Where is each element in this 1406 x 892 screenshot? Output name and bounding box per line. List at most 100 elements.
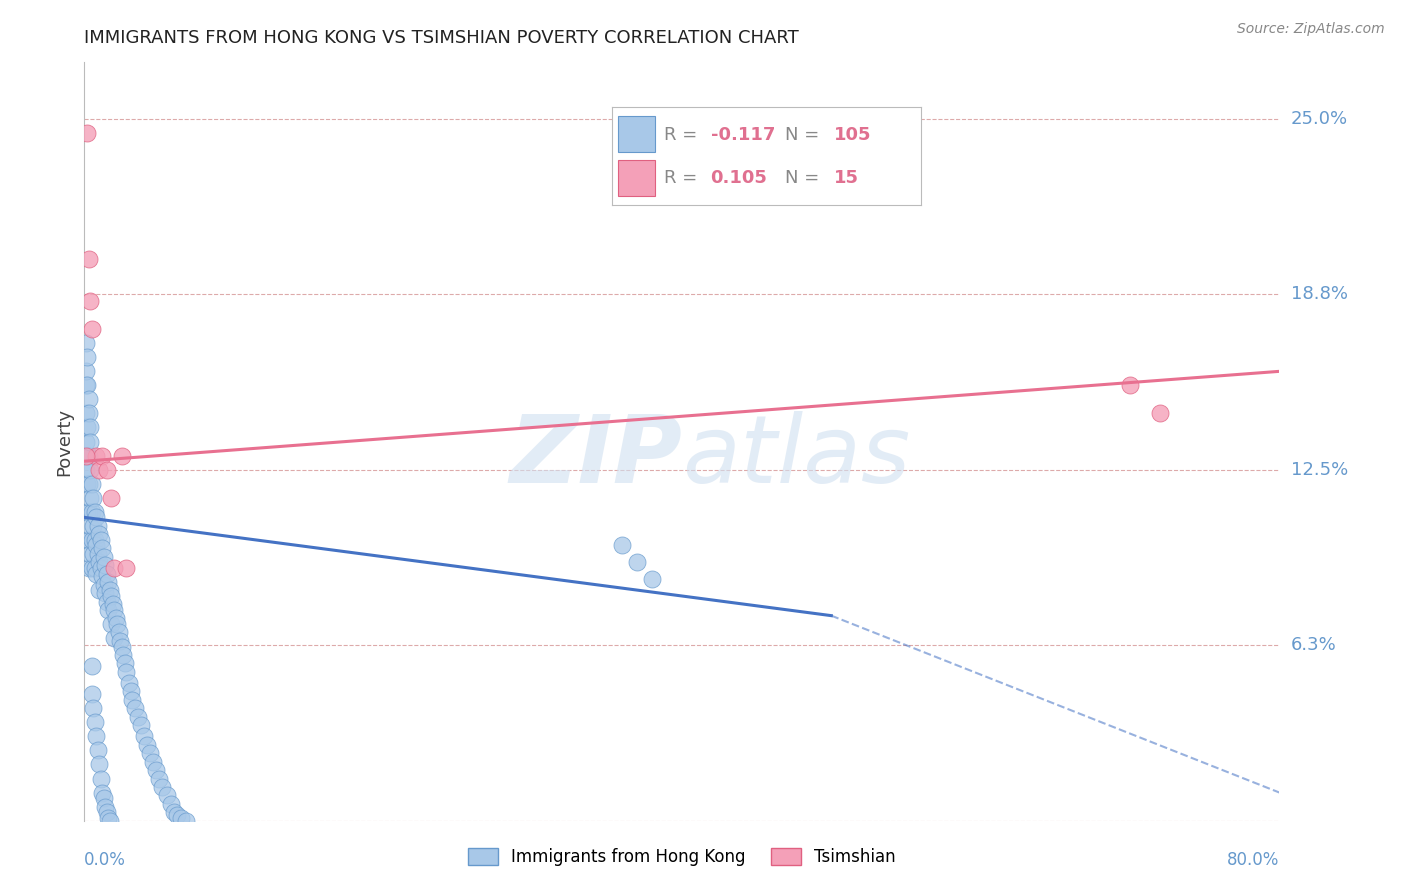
Point <box>77 449 100 463</box>
Text: Source: ZipAtlas.com: Source: ZipAtlas.com <box>1237 22 1385 37</box>
Point <box>83 715 105 730</box>
Point <box>107 625 129 640</box>
Point <box>98 583 121 598</box>
Point <box>93 549 115 564</box>
Point <box>75 378 97 392</box>
Point <box>79 420 101 434</box>
Point <box>114 657 136 671</box>
Text: N =: N = <box>785 126 825 144</box>
Point <box>94 558 117 573</box>
Point <box>86 566 108 581</box>
Legend: Immigrants from Hong Kong, Tsimshian: Immigrants from Hong Kong, Tsimshian <box>461 841 903 873</box>
Point <box>100 617 122 632</box>
Point <box>89 462 111 476</box>
Point <box>97 811 120 825</box>
Point <box>96 462 118 476</box>
Point <box>76 476 98 491</box>
Point <box>612 538 634 552</box>
Point <box>76 449 98 463</box>
Point <box>170 811 193 825</box>
Point <box>115 665 138 679</box>
Point <box>97 574 120 589</box>
Point <box>91 541 114 556</box>
Point <box>82 547 104 561</box>
Point <box>93 578 115 592</box>
Point <box>80 533 103 547</box>
Point <box>80 505 103 519</box>
Point <box>91 449 114 463</box>
Point <box>103 631 125 645</box>
Text: 18.8%: 18.8% <box>1291 285 1347 303</box>
Point <box>75 407 97 421</box>
Point <box>115 561 138 575</box>
Point <box>112 648 135 662</box>
Point <box>76 351 98 365</box>
Point <box>89 757 111 772</box>
Text: ZIP: ZIP <box>509 410 682 503</box>
Point <box>80 561 103 575</box>
Text: R =: R = <box>664 126 703 144</box>
Point <box>100 589 122 603</box>
Point <box>93 791 115 805</box>
Point <box>139 746 162 760</box>
Y-axis label: Poverty: Poverty <box>55 408 73 475</box>
Point <box>94 799 117 814</box>
Point <box>86 538 108 552</box>
Point <box>80 687 103 701</box>
Point <box>103 561 125 575</box>
FancyBboxPatch shape <box>617 116 655 153</box>
Point <box>94 586 117 600</box>
Point <box>89 527 111 541</box>
Point <box>100 491 122 505</box>
Point <box>142 755 165 769</box>
Point <box>83 505 105 519</box>
Point <box>120 684 142 698</box>
Point <box>97 603 120 617</box>
Point <box>1119 378 1142 392</box>
Point <box>96 594 118 608</box>
Point <box>124 701 146 715</box>
Point <box>90 772 112 786</box>
Point <box>132 730 156 744</box>
Point <box>77 561 100 575</box>
Point <box>89 555 111 569</box>
Text: 25.0%: 25.0% <box>1291 110 1348 128</box>
Text: 80.0%: 80.0% <box>1227 851 1279 869</box>
Point <box>82 701 104 715</box>
Point <box>90 533 112 547</box>
Point <box>105 617 128 632</box>
Point <box>75 364 97 378</box>
Text: 105: 105 <box>834 126 872 144</box>
Point <box>79 434 101 449</box>
Point <box>79 491 101 505</box>
Point <box>86 510 108 524</box>
FancyBboxPatch shape <box>617 160 655 196</box>
Point <box>75 449 97 463</box>
Point <box>86 730 108 744</box>
Text: 12.5%: 12.5% <box>1291 460 1348 479</box>
Point <box>626 555 648 569</box>
Point <box>79 462 101 476</box>
Point <box>641 572 664 586</box>
Point <box>76 126 98 140</box>
Text: R =: R = <box>664 169 703 186</box>
Point <box>111 449 134 463</box>
Point <box>80 659 103 673</box>
Point <box>76 378 98 392</box>
Point <box>80 476 103 491</box>
Point <box>89 583 111 598</box>
Point <box>77 392 100 407</box>
Point <box>96 805 118 820</box>
Point <box>127 710 149 724</box>
Point <box>77 476 100 491</box>
Point <box>91 569 114 583</box>
Point <box>79 547 101 561</box>
Text: atlas: atlas <box>682 411 910 502</box>
Point <box>104 611 127 625</box>
Point <box>79 518 101 533</box>
Text: 0.0%: 0.0% <box>84 851 127 869</box>
Point <box>87 518 110 533</box>
Point <box>80 322 103 336</box>
Text: 6.3%: 6.3% <box>1291 636 1336 654</box>
Point <box>82 518 104 533</box>
